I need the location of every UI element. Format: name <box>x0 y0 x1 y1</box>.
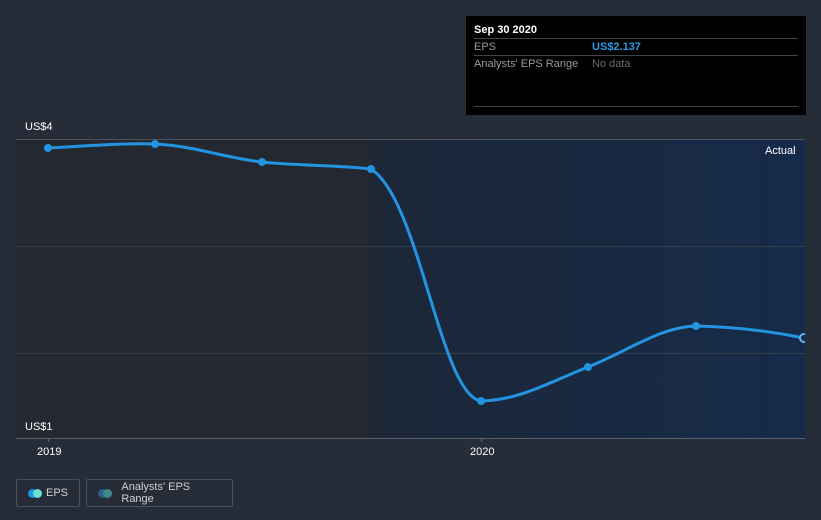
tooltip-row-range: Analysts' EPS Range No data <box>474 55 798 72</box>
tooltip-range-value: No data <box>592 58 631 70</box>
data-point[interactable] <box>151 140 159 148</box>
tooltip-divider <box>474 106 798 107</box>
x-axis-label-2020: 2020 <box>470 446 495 458</box>
data-point[interactable] <box>367 165 375 173</box>
right-margin <box>805 139 821 439</box>
legend-label-analysts-range: Analysts' EPS Range <box>121 481 191 505</box>
tooltip-date: Sep 30 2020 <box>474 24 537 36</box>
eps-legend-icon <box>28 488 42 498</box>
legend: EPS Analysts' EPS Range <box>16 479 233 507</box>
tooltip-row-eps: EPS US$2.137 <box>474 38 798 55</box>
legend-item-analysts-range[interactable]: Analysts' EPS Range <box>86 479 233 507</box>
eps-points <box>44 140 700 405</box>
data-point[interactable] <box>692 322 700 330</box>
y-axis-top-label: US$4 <box>25 121 53 133</box>
analysts-range-legend-icon <box>98 488 112 498</box>
legend-label-eps: EPS <box>45 487 68 499</box>
legend-item-eps[interactable]: EPS <box>16 479 80 507</box>
data-point[interactable] <box>258 158 266 166</box>
actual-region-label: Actual <box>765 145 796 157</box>
data-point[interactable] <box>477 397 485 405</box>
tooltip: Sep 30 2020 EPS US$2.137 Analysts' EPS R… <box>466 16 806 115</box>
tooltip-eps-value: US$2.137 <box>592 41 641 53</box>
past-region <box>16 139 371 438</box>
data-point[interactable] <box>584 363 592 371</box>
tooltip-eps-label: EPS <box>474 41 497 53</box>
tooltip-range-label: Analysts' EPS Range <box>474 58 579 70</box>
y-axis-bottom-label: US$1 <box>25 421 53 433</box>
x-axis-label-2019: 2019 <box>37 446 62 458</box>
data-point[interactable] <box>44 144 52 152</box>
actual-region <box>371 139 805 438</box>
eps-line <box>46 142 806 403</box>
